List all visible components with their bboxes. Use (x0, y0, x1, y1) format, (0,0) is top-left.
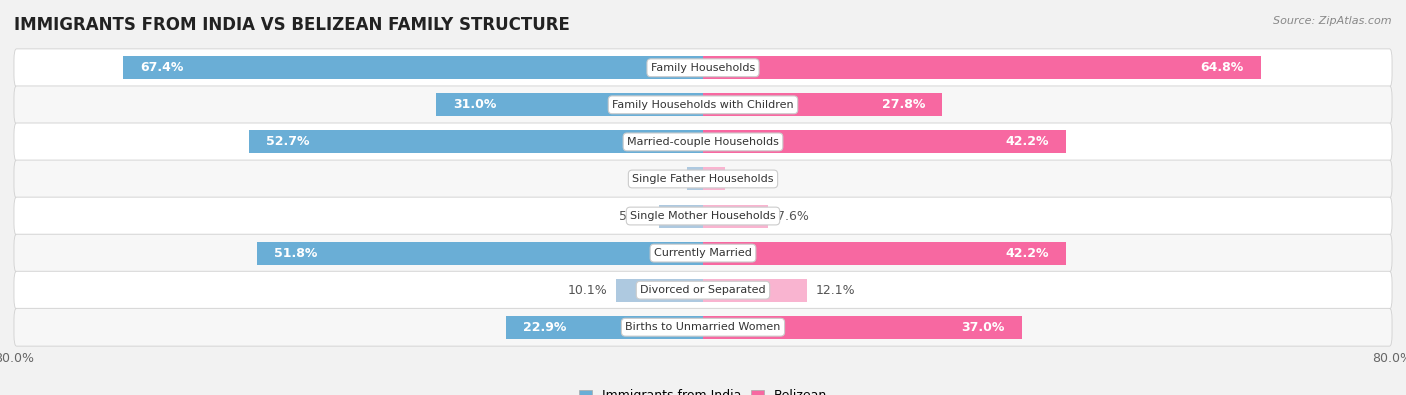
Text: Family Households with Children: Family Households with Children (612, 100, 794, 110)
Text: Married-couple Households: Married-couple Households (627, 137, 779, 147)
Legend: Immigrants from India, Belizean: Immigrants from India, Belizean (574, 384, 832, 395)
FancyBboxPatch shape (14, 271, 1392, 309)
Text: 42.2%: 42.2% (1005, 135, 1049, 149)
Bar (703, 242, 1066, 265)
Text: 22.9%: 22.9% (523, 321, 567, 334)
Bar (506, 316, 703, 339)
Text: 12.1%: 12.1% (815, 284, 855, 297)
Bar (249, 130, 703, 153)
FancyBboxPatch shape (14, 123, 1392, 161)
Text: 5.1%: 5.1% (619, 209, 651, 222)
Text: 42.2%: 42.2% (1005, 246, 1049, 260)
Text: Divorced or Separated: Divorced or Separated (640, 285, 766, 295)
Bar (703, 56, 1261, 79)
Text: 31.0%: 31.0% (453, 98, 496, 111)
Text: 10.1%: 10.1% (568, 284, 607, 297)
Bar (122, 56, 703, 79)
Bar (686, 167, 703, 190)
Bar (659, 205, 703, 228)
FancyBboxPatch shape (14, 234, 1392, 272)
Bar (703, 316, 1022, 339)
Bar (703, 167, 725, 190)
FancyBboxPatch shape (14, 160, 1392, 198)
FancyBboxPatch shape (14, 49, 1392, 87)
FancyBboxPatch shape (14, 86, 1392, 124)
Text: Single Mother Households: Single Mother Households (630, 211, 776, 221)
Bar (703, 130, 1066, 153)
Bar (436, 93, 703, 117)
Text: 64.8%: 64.8% (1201, 61, 1244, 74)
Text: 27.8%: 27.8% (882, 98, 925, 111)
Text: Single Father Households: Single Father Households (633, 174, 773, 184)
Bar (257, 242, 703, 265)
Bar (703, 205, 769, 228)
Bar (703, 93, 942, 117)
Text: 51.8%: 51.8% (274, 246, 318, 260)
Text: Births to Unmarried Women: Births to Unmarried Women (626, 322, 780, 332)
FancyBboxPatch shape (14, 308, 1392, 346)
Text: Family Households: Family Households (651, 63, 755, 73)
Text: 37.0%: 37.0% (962, 321, 1004, 334)
Text: Source: ZipAtlas.com: Source: ZipAtlas.com (1274, 16, 1392, 26)
Bar (703, 278, 807, 302)
Text: 2.6%: 2.6% (734, 173, 766, 186)
Text: 1.9%: 1.9% (647, 173, 678, 186)
Text: Currently Married: Currently Married (654, 248, 752, 258)
Bar (616, 278, 703, 302)
Text: 67.4%: 67.4% (139, 61, 183, 74)
Text: 7.6%: 7.6% (778, 209, 808, 222)
Text: 52.7%: 52.7% (266, 135, 309, 149)
Text: IMMIGRANTS FROM INDIA VS BELIZEAN FAMILY STRUCTURE: IMMIGRANTS FROM INDIA VS BELIZEAN FAMILY… (14, 16, 569, 34)
FancyBboxPatch shape (14, 197, 1392, 235)
